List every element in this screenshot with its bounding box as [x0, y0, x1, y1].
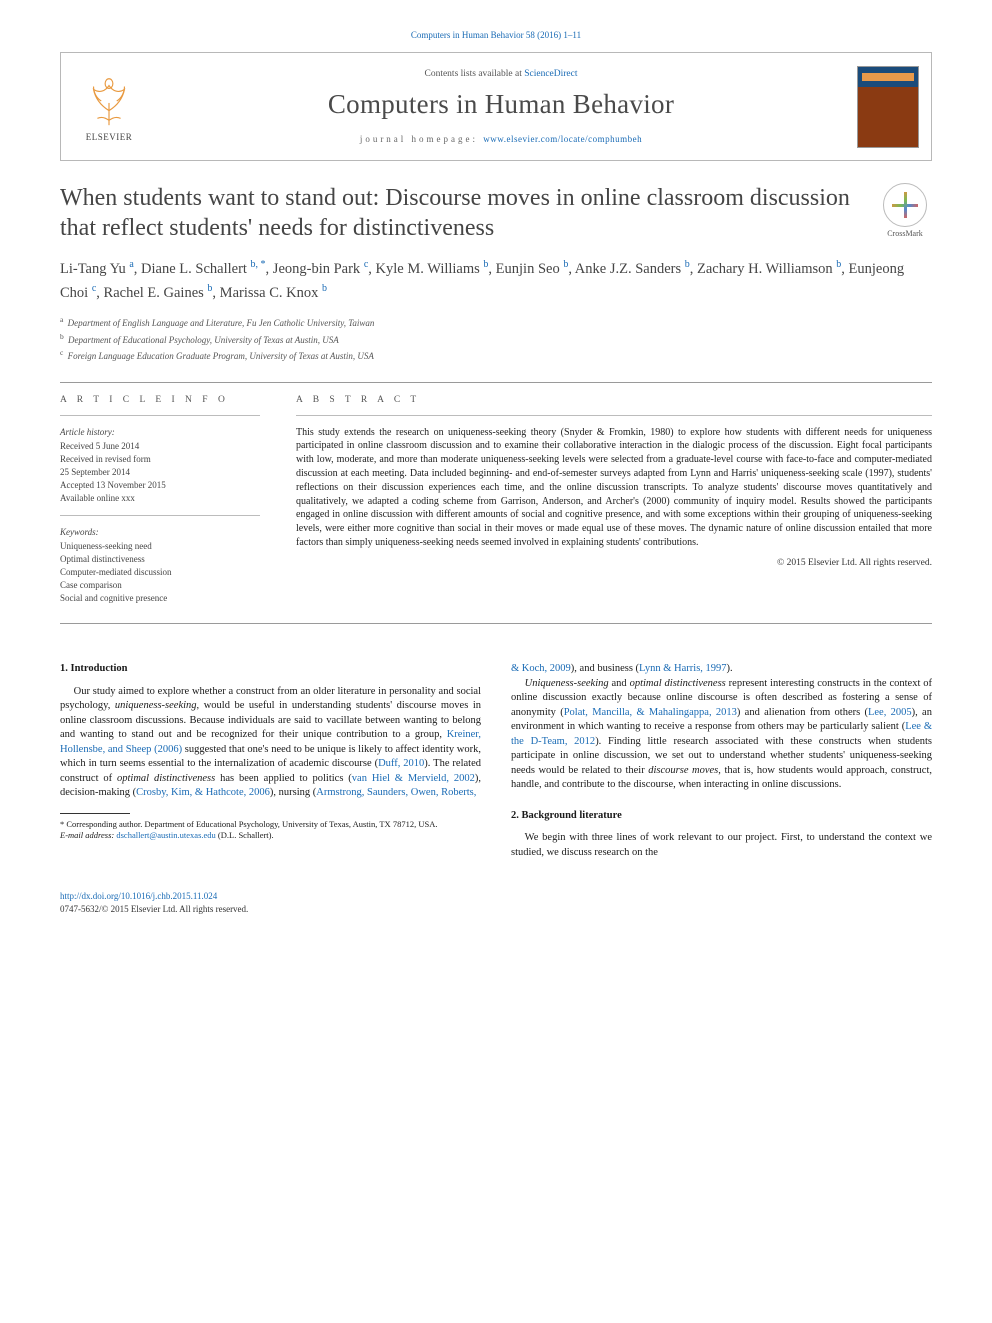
doi-block: http://dx.doi.org/10.1016/j.chb.2015.11.… — [60, 890, 932, 915]
journal-name: Computers in Human Behavior — [159, 89, 843, 120]
doi-link[interactable]: http://dx.doi.org/10.1016/j.chb.2015.11.… — [60, 890, 932, 903]
article-info-column: A R T I C L E I N F O Article history: R… — [60, 382, 260, 624]
crossmark-icon — [883, 183, 927, 227]
footnote-separator — [60, 813, 130, 814]
history-lines: Received 5 June 2014Received in revised … — [60, 440, 260, 505]
abstract-copyright: © 2015 Elsevier Ltd. All rights reserved… — [296, 558, 932, 568]
contents-available-line: Contents lists available at ScienceDirec… — [159, 69, 843, 79]
citation-link[interactable]: Lee, 2005 — [868, 707, 912, 718]
citation-link[interactable]: & Koch, 2009 — [511, 663, 571, 674]
keywords-label: Keywords: — [60, 526, 260, 539]
publisher-name: ELSEVIER — [86, 132, 133, 142]
citation-link[interactable]: van Hiel & Mervield, 2002 — [352, 773, 475, 784]
journal-homepage-link[interactable]: www.elsevier.com/locate/comphumbeh — [483, 134, 642, 144]
running-head: Computers in Human Behavior 58 (2016) 1–… — [60, 30, 932, 40]
affiliations-list: a Department of English Language and Lit… — [60, 314, 932, 364]
section-1-heading: 1. Introduction — [60, 662, 481, 676]
citation-link[interactable]: Lynn & Harris, 1997 — [639, 663, 727, 674]
citation-link[interactable]: Crosby, Kim, & Hathcote, 2006 — [136, 787, 270, 798]
journal-homepage-line: journal homepage: www.elsevier.com/locat… — [159, 134, 843, 144]
journal-cover-thumb — [857, 66, 919, 148]
keywords-list: Uniqueness-seeking needOptimal distincti… — [60, 540, 260, 605]
crossmark-badge[interactable]: CrossMark — [878, 183, 932, 238]
footnotes: * Corresponding author. Department of Ed… — [60, 819, 481, 842]
sciencedirect-link[interactable]: ScienceDirect — [524, 69, 577, 79]
section-1-para-1-cont: & Koch, 2009), and business (Lynn & Harr… — [511, 662, 932, 676]
section-1-para-2: Uniqueness-seeking and optimal distincti… — [511, 677, 932, 793]
citation-link[interactable]: Duff, 2010 — [378, 758, 424, 769]
abstract-heading: A B S T R A C T — [296, 395, 932, 405]
corresponding-author-note: * Corresponding author. Department of Ed… — [60, 819, 481, 830]
citation-link[interactable]: Polat, Mancilla, & Mahalingappa, 2013 — [564, 707, 737, 718]
elsevier-logo: ELSEVIER — [73, 72, 145, 142]
elsevier-tree-icon — [80, 72, 138, 130]
article-info-heading: A R T I C L E I N F O — [60, 395, 260, 405]
section-2-heading: 2. Background literature — [511, 809, 932, 823]
section-1-para-1: Our study aimed to explore whether a con… — [60, 685, 481, 801]
email-line: E-mail address: dschallert@austin.utexas… — [60, 830, 481, 841]
issn-copyright: 0747-5632/© 2015 Elsevier Ltd. All right… — [60, 903, 932, 916]
journal-header: ELSEVIER Contents lists available at Sci… — [60, 52, 932, 161]
body-columns: 1. Introduction Our study aimed to explo… — [60, 662, 932, 860]
email-link[interactable]: dschallert@austin.utexas.edu — [116, 830, 215, 840]
citation-link[interactable]: Armstrong, Saunders, Owen, Roberts, — [316, 787, 476, 798]
authors-list: Li-Tang Yu a, Diane L. Schallert b, *, J… — [60, 257, 932, 304]
abstract-text: This study extends the research on uniqu… — [296, 426, 932, 550]
history-label: Article history: — [60, 426, 260, 439]
header-center: Contents lists available at ScienceDirec… — [159, 63, 843, 150]
section-2-para-1: We begin with three lines of work releva… — [511, 831, 932, 860]
abstract-column: A B S T R A C T This study extends the r… — [296, 383, 932, 624]
article-title: When students want to stand out: Discour… — [60, 183, 860, 243]
